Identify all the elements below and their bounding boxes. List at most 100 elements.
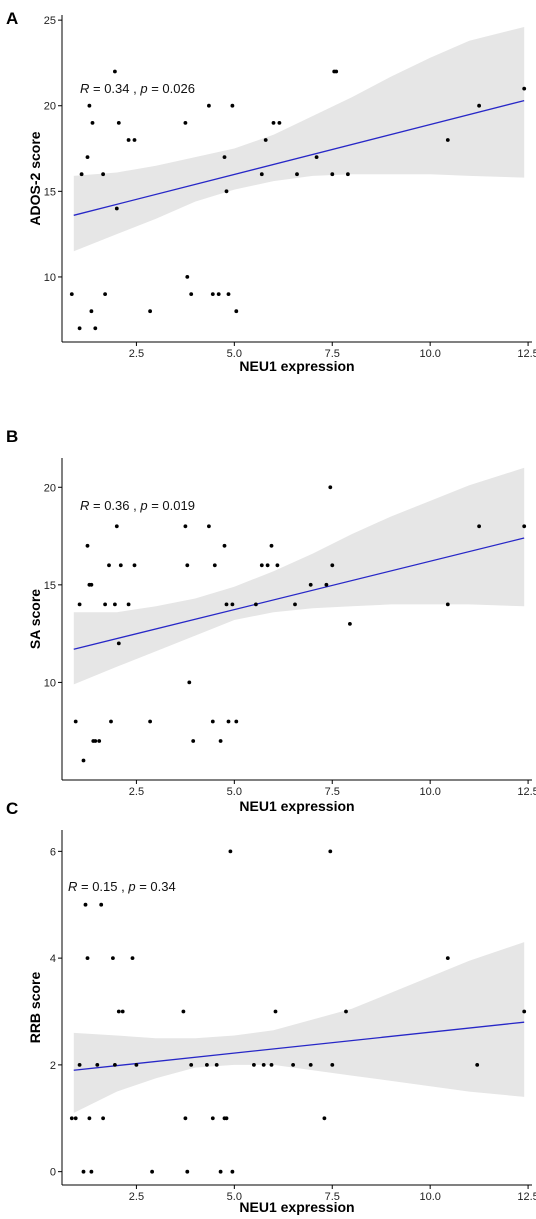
data-point <box>259 563 264 568</box>
data-point <box>334 69 339 74</box>
data-point <box>132 138 137 142</box>
data-point <box>116 121 121 125</box>
panel-letter: B <box>6 427 18 446</box>
data-point <box>185 563 190 568</box>
x-tick-label: 5.0 <box>227 786 242 798</box>
data-point <box>89 309 94 314</box>
data-point <box>73 719 78 724</box>
data-point <box>261 1063 266 1067</box>
annotation-r-label: R <box>80 81 89 96</box>
data-point <box>93 739 98 743</box>
annotation-p-label: p <box>139 498 147 513</box>
y-tick-label: 10 <box>44 272 56 284</box>
data-point <box>181 1009 186 1014</box>
data-point <box>522 1009 527 1014</box>
x-tick-label: 7.5 <box>325 786 340 798</box>
y-tick-label: 6 <box>50 846 56 858</box>
data-point <box>183 1116 188 1121</box>
x-tick-label: 2.5 <box>129 1191 144 1203</box>
data-point <box>103 292 107 296</box>
data-point <box>207 103 211 108</box>
y-tick-label: 20 <box>44 101 56 113</box>
annotation-r-label: R <box>68 879 77 894</box>
annotation-p-text: = 0.019 <box>148 498 195 513</box>
data-point <box>330 172 335 177</box>
data-point <box>87 103 92 108</box>
data-point <box>89 1169 94 1174</box>
data-point <box>324 582 329 587</box>
data-point <box>116 1009 121 1014</box>
data-point <box>187 680 192 685</box>
data-point <box>132 563 137 568</box>
y-tick-label: 15 <box>44 186 56 198</box>
data-point <box>97 739 102 743</box>
x-axis-title: NEU1 expression <box>239 1199 354 1215</box>
y-tick-label: 2 <box>50 1060 56 1072</box>
data-point <box>445 956 450 960</box>
data-point <box>148 719 153 724</box>
data-point <box>445 602 450 607</box>
confidence-band <box>73 942 525 1113</box>
data-point <box>148 309 153 314</box>
data-point <box>291 1063 295 1067</box>
data-point <box>101 172 105 177</box>
data-point <box>445 138 450 142</box>
regression-line <box>73 99 525 216</box>
data-point <box>85 543 90 548</box>
data-point <box>69 1116 74 1121</box>
data-point <box>228 849 233 854</box>
correlation-annotation: R = 0.36 , p = 0.019 <box>80 498 195 513</box>
panel-letter: C <box>6 799 18 818</box>
data-point <box>134 1063 139 1067</box>
data-point <box>210 292 215 296</box>
data-point <box>252 1063 256 1067</box>
data-point <box>120 1009 125 1014</box>
y-tick-label: 4 <box>50 953 56 965</box>
data-point <box>234 309 239 314</box>
data-point <box>224 1116 229 1121</box>
annotation-r-text: = 0.34 , <box>89 81 140 96</box>
data-point <box>293 602 297 607</box>
data-point <box>522 524 527 529</box>
y-axis-title: SA score <box>27 589 43 649</box>
correlation-annotation: R = 0.15 , p = 0.34 <box>68 879 176 894</box>
y-tick-label: 10 <box>44 677 56 689</box>
data-point <box>330 563 335 568</box>
x-axis-title: NEU1 expression <box>239 358 354 374</box>
y-tick-label: 25 <box>44 15 56 27</box>
data-point <box>226 292 231 296</box>
data-point <box>214 1063 219 1067</box>
data-point <box>85 956 90 960</box>
data-point <box>234 719 239 724</box>
data-point <box>265 563 270 568</box>
data-point <box>330 1063 335 1067</box>
data-point <box>183 121 188 125</box>
data-point <box>95 1063 100 1067</box>
chart-panel-c: C 2.5 5.0 7.5 10.0 12.5 0 2 4 6 NEU1 expression RRB… <box>6 799 536 1215</box>
data-point <box>210 1116 215 1121</box>
x-tick-label: 2.5 <box>129 786 144 798</box>
data-point <box>113 69 117 74</box>
data-point <box>216 292 221 296</box>
data-point <box>130 956 135 960</box>
data-point <box>222 543 227 548</box>
annotation-p-label: p <box>127 879 135 894</box>
x-tick-label: 7.5 <box>325 348 340 360</box>
x-tick-label: 10.0 <box>419 1191 440 1203</box>
y-axis-title: RRB score <box>27 972 43 1044</box>
data-point <box>477 103 481 108</box>
data-point <box>81 758 86 763</box>
data-point <box>111 956 115 960</box>
x-tick-label: 2.5 <box>129 348 144 360</box>
data-point <box>230 1169 235 1174</box>
data-point <box>522 86 527 91</box>
confidence-band <box>73 467 525 685</box>
data-point <box>259 172 264 177</box>
data-point <box>210 719 215 724</box>
x-tick-label: 12.5 <box>517 786 536 798</box>
annotation-p-label: p <box>139 81 147 96</box>
data-point <box>308 582 313 587</box>
data-point <box>189 1063 194 1067</box>
data-point <box>126 138 131 142</box>
data-point <box>254 602 258 607</box>
